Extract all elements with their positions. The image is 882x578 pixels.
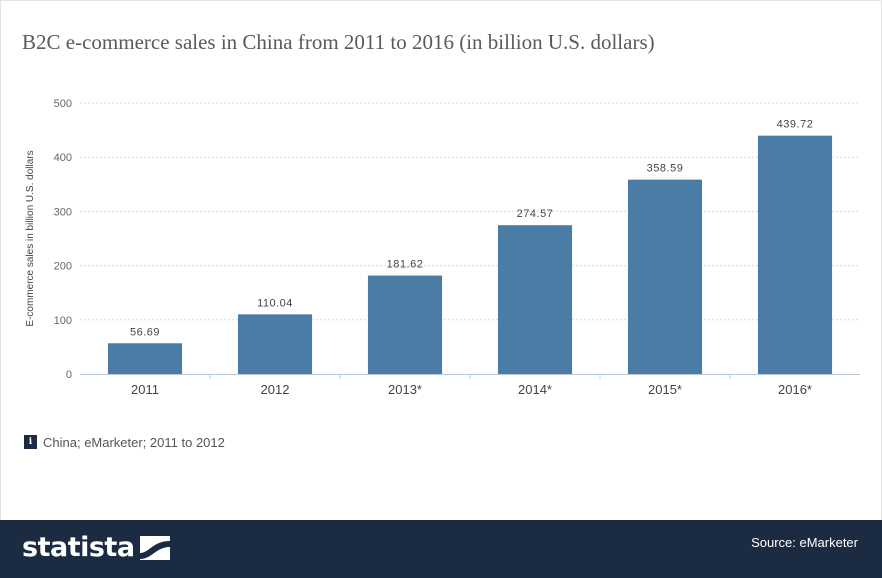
statista-logo-icon <box>139 535 170 560</box>
y-tick-label: 200 <box>54 261 72 273</box>
y-tick-label: 300 <box>54 206 72 218</box>
info-icon[interactable]: i <box>24 435 37 449</box>
x-tick-label: 2013* <box>388 382 422 397</box>
data-label: 274.57 <box>517 208 554 220</box>
y-tick-label: 0 <box>66 369 72 381</box>
brand-name: statista <box>22 532 135 563</box>
x-tick-label: 2016* <box>778 382 812 397</box>
x-tick-label: 2014* <box>518 382 552 397</box>
chart-card <box>0 0 882 521</box>
data-label: 110.04 <box>257 297 293 309</box>
bar-2011 <box>107 343 183 374</box>
bar-2013 <box>367 275 443 374</box>
source-note: i China; eMarketer; 2011 to 2012 <box>24 434 225 450</box>
bar-2012 <box>237 314 313 374</box>
bar-2015 <box>627 179 703 374</box>
y-tick-label: 400 <box>54 152 72 164</box>
x-tick-label: 2012 <box>261 382 290 397</box>
data-label: 56.69 <box>130 326 160 338</box>
y-axis-label: E-commerce sales in billion U.S. dollars <box>25 150 36 326</box>
footer: statista Source: eMarketer <box>0 520 882 578</box>
note-text: China; eMarketer; 2011 to 2012 <box>43 434 225 450</box>
bar-2014 <box>497 225 573 374</box>
y-tick-label: 500 <box>54 98 72 110</box>
statista-brand[interactable]: statista <box>22 532 170 563</box>
bar-chart: 0 100 200 300 400 500 E-commerce sales in bill… <box>25 98 860 397</box>
bar-2016 <box>757 135 833 374</box>
data-label: 439.72 <box>777 119 814 131</box>
y-tick-label: 100 <box>54 315 72 327</box>
data-label: 358.59 <box>647 163 684 175</box>
data-label: 181.62 <box>387 259 424 271</box>
x-tick-label: 2015* <box>648 382 682 397</box>
source-text: Source: eMarketer <box>751 535 858 550</box>
chart-title: B2C e-commerce sales in China from 2011 … <box>22 30 655 54</box>
x-tick-label: 2011 <box>131 382 159 397</box>
